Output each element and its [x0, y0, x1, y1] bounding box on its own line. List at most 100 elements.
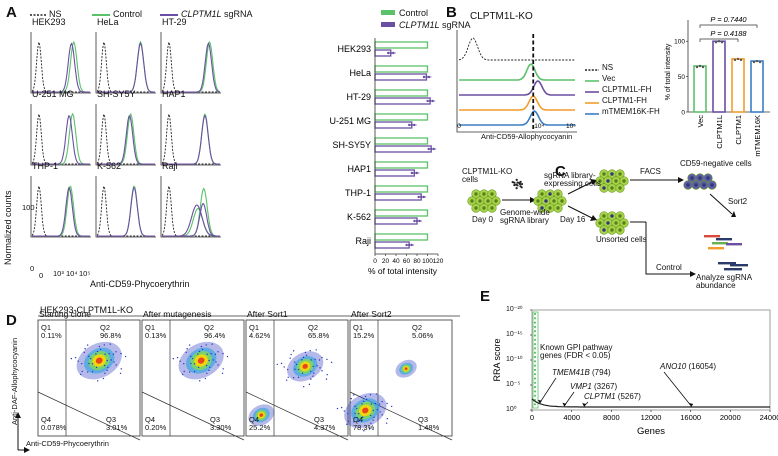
panel-e-ytick: 10⁻¹⁵: [506, 331, 523, 338]
flow-event: [98, 345, 101, 348]
cell-nucleus: [606, 179, 610, 183]
gpi-gene-point: [533, 317, 537, 320]
gpi-gene-point: [533, 360, 537, 363]
flow-event: [376, 409, 378, 411]
panel-c-sort2-label: Sort2: [728, 197, 748, 206]
gpi-gene-point: [533, 364, 537, 367]
histogram-title-6: THP-1: [32, 161, 59, 171]
panel-a-ytick-0: 0: [30, 264, 35, 273]
panel-e-xtick: 24000: [760, 413, 778, 422]
panel-b-curve-clptm1l-fh: [459, 80, 575, 96]
flow-event: [108, 352, 110, 355]
flow-event: [357, 420, 360, 423]
panel-b-pvalue-1: P = 0.7440: [710, 15, 747, 24]
flow-event: [208, 369, 210, 372]
flow-event: [326, 358, 328, 361]
panel-b-legend-label: mTMEM16K-FH: [602, 107, 660, 116]
cluster-sorted-cells: [595, 169, 629, 193]
panel-b-bar: [693, 65, 707, 113]
bar-sgrna: [374, 169, 416, 177]
legend-sgrna-label: CLPTM1L sgRNA: [181, 9, 253, 19]
flow-event: [386, 418, 389, 420]
flow-event: [102, 377, 105, 380]
flow-event: [211, 343, 213, 345]
control-curve: [97, 185, 155, 237]
bar-x-tick: 100: [422, 258, 433, 265]
flow-event: [276, 363, 279, 366]
flow-event: [343, 410, 346, 412]
panel-b-bar-point: [698, 64, 702, 68]
panel-b-bar-ytick: 50: [678, 74, 686, 81]
panel-c-expressing-label: sgRNA library- expressing cells: [544, 171, 601, 189]
cell-nucleus: [698, 176, 702, 180]
flow-event: [221, 372, 224, 374]
bar-control: [374, 209, 429, 217]
flow-event: [188, 344, 191, 346]
histogram-title-0: HEK293: [32, 17, 66, 27]
rra-curve: [531, 398, 770, 408]
flow-event: [99, 348, 102, 351]
cell-nucleus: [556, 206, 560, 210]
histogram-thp-1: [30, 176, 91, 238]
flow-plot-frame: [37, 319, 141, 437]
flow-event: [294, 361, 296, 363]
sgrna-read-bar-control: [718, 262, 736, 265]
gpi-gene-point: [533, 403, 537, 406]
panel-a-bar-legend: Control CLPTM1L sgRNA: [380, 9, 520, 31]
bar-control: [374, 233, 429, 241]
histogram-k-562: [95, 176, 156, 238]
sgrna-curve: [97, 42, 155, 93]
flow-event: [89, 357, 92, 360]
panel-e-labels: 10⁻²⁰ 10⁻¹⁵ 10⁻¹⁰ 10⁻⁵ 10⁰ Known GPI pathway …: [490, 298, 778, 456]
sgrna-curve: [32, 187, 90, 237]
flow-event: [191, 357, 194, 360]
flow-event: [124, 355, 127, 358]
flow-event: [287, 376, 289, 378]
flow-event: [310, 378, 312, 380]
flow-event: [91, 370, 94, 373]
gene-annotation-label: CLPTM1 (5267): [584, 392, 641, 401]
histogram-title-1: HeLa: [97, 17, 119, 27]
flow-event: [193, 370, 196, 373]
flow-event: [364, 395, 367, 398]
cell-nucleus: [560, 199, 564, 203]
quadrant-q1: Q1 4.62%: [249, 323, 271, 340]
sgrna-read-bar: [726, 243, 742, 246]
panel-d-flow-plots: [15, 315, 460, 453]
cell-nucleus: [494, 199, 498, 203]
flow-event: [81, 363, 83, 365]
flow-event: [315, 349, 317, 351]
bar-category-label: HAP1: [347, 164, 371, 174]
legend-control-label: Control: [113, 9, 143, 19]
panel-b-bar-point: [701, 65, 705, 69]
flow-event: [361, 416, 364, 418]
arrow-head: [530, 197, 536, 203]
panel-b-bar-ylabel: % of total intensity: [665, 43, 672, 100]
flow-event: [305, 354, 308, 356]
panel-e-xtick: 4000: [563, 413, 580, 422]
flow-event: [84, 348, 86, 350]
sgrna-read-bar: [716, 238, 732, 241]
library-particle: [513, 184, 516, 187]
sgrna-curve: [97, 115, 155, 165]
panel-b-histogram: 0 10⁴ 10⁵: [456, 30, 577, 133]
bar-sgrna: [374, 241, 410, 249]
flow-event: [103, 344, 106, 346]
cell-nucleus: [618, 228, 622, 232]
panel-b-legend-label: CLPTM1-FH: [602, 96, 647, 105]
flow-event: [106, 369, 108, 372]
cell-nucleus: [552, 199, 556, 203]
library-particle: [511, 180, 514, 184]
ns-curve: [161, 112, 220, 165]
panel-a-xtick-1e5: 10⁵: [79, 269, 91, 278]
flow-event: [104, 372, 106, 374]
cell-nucleus: [602, 172, 606, 176]
flow-event: [86, 371, 89, 373]
flow-event: [74, 356, 77, 359]
panel-b-pvalue-2: P = 0.4188: [710, 29, 747, 38]
flow-event: [362, 400, 365, 403]
flow-event: [190, 355, 192, 358]
gpi-gene-point: [533, 351, 537, 354]
histogram-title-5: HAP1: [162, 89, 186, 99]
panel-e-ytick: 10⁻¹⁰: [506, 356, 523, 363]
